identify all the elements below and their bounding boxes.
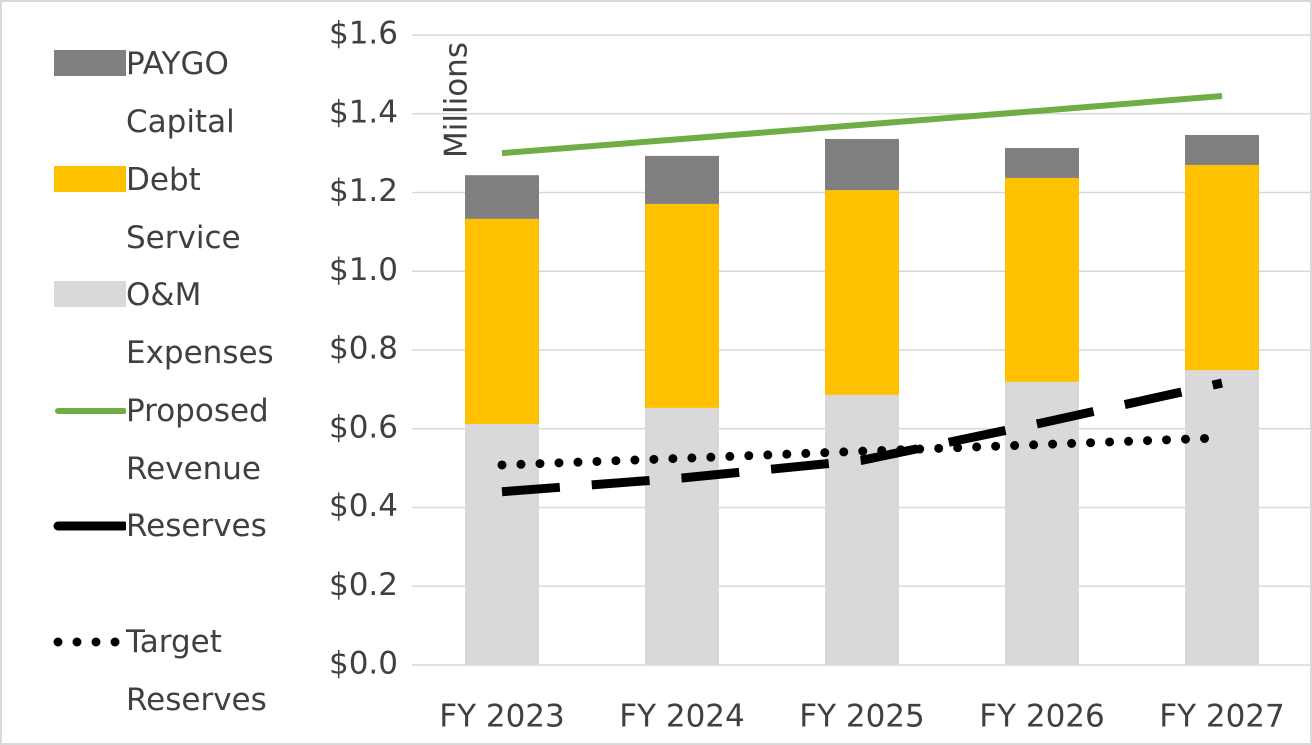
bar (1005, 177, 1079, 382)
bar (1005, 148, 1079, 178)
legend-label: Target Reserves (126, 623, 267, 718)
legend-entry: Target Reserves (50, 622, 291, 722)
bar (1185, 370, 1259, 665)
legend-entry: Proposed Revenue (50, 391, 291, 491)
bar (1185, 164, 1259, 371)
legend-swatch (53, 521, 126, 531)
x-tick-label: FY 2023 (439, 699, 565, 735)
x-tick-label: FY 2027 (1159, 699, 1285, 735)
legend-swatch (54, 165, 126, 192)
bar (465, 218, 539, 425)
bar (1185, 135, 1259, 165)
legend-entry: O&M Expenses (50, 275, 291, 375)
bar (825, 138, 899, 191)
bar (465, 424, 539, 665)
y-tick-label: $0.6 (329, 409, 398, 445)
line-series (497, 433, 1227, 470)
bar (645, 407, 719, 665)
bar (645, 203, 719, 408)
x-tick-label: FY 2024 (619, 699, 745, 735)
bar (825, 190, 899, 395)
y-tick-label: $0.0 (329, 646, 398, 682)
legend-swatch (53, 637, 126, 646)
legend-entry: PAYGO Capital (50, 44, 291, 144)
y-tick-label: $1.2 (329, 173, 398, 209)
bar (645, 155, 719, 204)
legend-swatch (54, 50, 126, 76)
bar (825, 394, 899, 665)
legend-label: Reserves (126, 508, 267, 544)
y-tick-label: $0.8 (329, 331, 398, 367)
bar (465, 175, 539, 219)
legend-label: Debt Service (126, 161, 241, 256)
x-tick-label: FY 2026 (979, 699, 1105, 735)
legend: PAYGO Capital Debt Service O&M Expenses Pro… (0, 0, 300, 745)
y-axis-label: Millions (439, 42, 475, 158)
y-tick-label: $1.0 (329, 252, 398, 288)
bar (1005, 381, 1079, 665)
line-series (501, 378, 1223, 497)
legend-entry: Reserves (50, 506, 291, 606)
y-tick-label: $0.4 (329, 488, 398, 524)
legend-label: PAYGO Capital (126, 46, 235, 140)
y-tick-label: $0.2 (329, 567, 398, 603)
y-tick-label: $1.6 (329, 16, 398, 52)
legend-label: Proposed Revenue (126, 392, 269, 487)
line-series (501, 93, 1223, 157)
legend-entry: Debt Service (50, 160, 291, 260)
y-tick-label: $1.4 (329, 94, 398, 130)
legend-swatch (54, 281, 126, 307)
legend-label: O&M Expenses (126, 277, 274, 371)
legend-swatch (55, 407, 126, 414)
x-tick-label: FY 2025 (799, 699, 925, 735)
